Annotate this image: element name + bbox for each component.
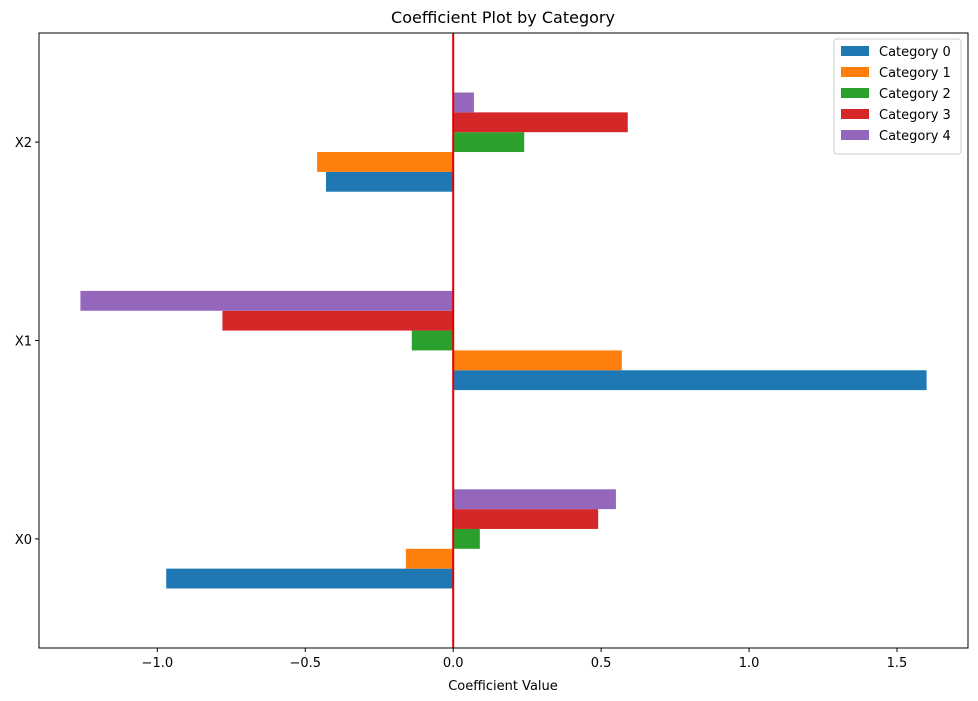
bars-group bbox=[80, 92, 927, 589]
y-tick-label: X1 bbox=[15, 335, 32, 350]
bar-x0-series-2 bbox=[453, 528, 480, 549]
chart-title: Coefficient Plot by Category bbox=[391, 8, 615, 27]
bar-x2-series-3 bbox=[453, 112, 628, 133]
legend-label: Category 0 bbox=[879, 45, 951, 60]
bar-x1-series-4 bbox=[80, 290, 454, 311]
bar-x1-series-2 bbox=[411, 330, 454, 351]
legend-swatch bbox=[841, 46, 869, 56]
bar-x2-series-0 bbox=[325, 171, 454, 192]
x-tick-label: 1.0 bbox=[739, 656, 760, 671]
legend-swatch bbox=[841, 88, 869, 98]
legend-swatch bbox=[841, 67, 869, 77]
y-tick-label: X0 bbox=[15, 533, 32, 548]
x-tick-label: −0.5 bbox=[289, 656, 321, 671]
bar-x0-series-0 bbox=[166, 568, 454, 589]
x-axis: −1.0 −0.5 0.0 0.5 1.0 1.5 bbox=[142, 648, 908, 671]
bar-x1-series-0 bbox=[453, 370, 927, 391]
legend-swatch bbox=[841, 109, 869, 119]
x-tick-label: 0.0 bbox=[443, 656, 464, 671]
bar-x1-series-1 bbox=[453, 350, 622, 371]
bar-x2-series-2 bbox=[453, 132, 525, 153]
legend-label: Category 3 bbox=[879, 108, 951, 123]
legend-label: Category 4 bbox=[879, 129, 951, 144]
x-tick-label: 1.5 bbox=[887, 656, 908, 671]
x-tick-label: −1.0 bbox=[142, 656, 174, 671]
bar-x2-series-4 bbox=[453, 92, 474, 113]
x-tick-label: 0.5 bbox=[591, 656, 612, 671]
legend-label: Category 1 bbox=[879, 66, 951, 81]
x-axis-label: Coefficient Value bbox=[448, 679, 558, 694]
y-tick-label: X2 bbox=[15, 136, 32, 151]
bar-x2-series-1 bbox=[317, 152, 454, 172]
legend: Category 0 Category 1 Category 2 Category 3… bbox=[833, 38, 962, 155]
bar-x0-series-3 bbox=[453, 509, 599, 529]
bar-x0-series-4 bbox=[453, 489, 616, 510]
y-axis: X0 X1 X2 bbox=[15, 136, 39, 548]
legend-swatch bbox=[841, 130, 869, 140]
bar-x0-series-1 bbox=[405, 548, 454, 569]
legend-label: Category 2 bbox=[879, 87, 951, 102]
bar-x1-series-3 bbox=[222, 310, 454, 331]
